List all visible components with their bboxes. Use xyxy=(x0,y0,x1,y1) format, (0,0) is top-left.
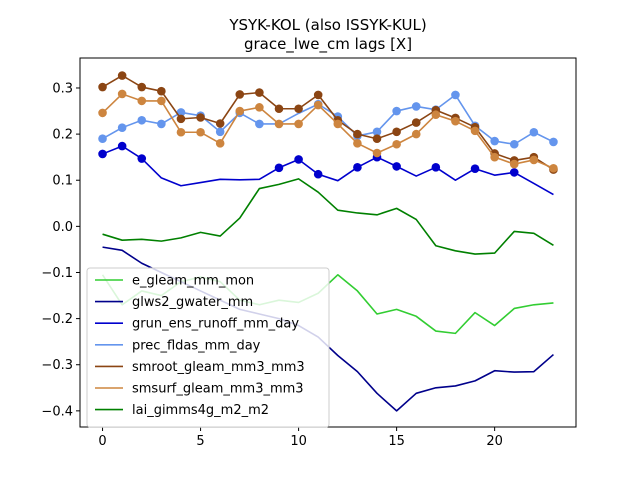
data-point-smroot_gleam_mm3_mm3-16 xyxy=(411,118,421,127)
data-point-grun_ens_runoff_mm_day-9 xyxy=(274,163,284,173)
data-point-prec_fldas_mm_day-6 xyxy=(215,127,225,137)
data-point-prec_fldas_mm_day-8 xyxy=(255,119,264,129)
y-tick-label-6: 0.2 xyxy=(52,128,73,143)
data-point-grun_ens_runoff_mm_day-21 xyxy=(509,168,519,177)
y-tick-label-5: 0.1 xyxy=(52,174,73,189)
chart-subtitle: grace_lwe_cm lags [X] xyxy=(244,35,412,54)
legend-box xyxy=(86,267,330,428)
data-point-prec_fldas_mm_day-23 xyxy=(549,137,558,147)
data-point-smsurf_gleam_mm3_mm3-3 xyxy=(157,96,166,106)
data-point-smsurf_gleam_mm3_mm3-5 xyxy=(196,127,205,137)
data-point-smsurf_gleam_mm3_mm3-23 xyxy=(549,163,558,173)
x-tick-label-10: 10 xyxy=(290,434,307,449)
data-point-smroot_gleam_mm3_mm3-13 xyxy=(353,129,362,139)
data-point-smroot_gleam_mm3_mm3-7 xyxy=(235,90,245,99)
data-point-smsurf_gleam_mm3_mm3-22 xyxy=(529,155,539,165)
data-point-prec_fldas_mm_day-2 xyxy=(137,115,147,125)
data-point-smsurf_gleam_mm3_mm3-0 xyxy=(98,108,107,118)
data-point-smsurf_gleam_mm3_mm3-21 xyxy=(509,159,519,169)
data-point-grun_ens_runoff_mm_day-15 xyxy=(392,162,401,171)
y-tick-label-4: 0.0 xyxy=(52,220,73,235)
data-point-smroot_gleam_mm3_mm3-4 xyxy=(176,114,186,124)
legend-label-prec_fldas_mm_day: prec_fldas_mm_day xyxy=(132,338,261,353)
data-point-grun_ens_runoff_mm_day-11 xyxy=(313,169,323,179)
data-point-grun_ens_runoff_mm_day-19 xyxy=(470,164,480,173)
y-tick-label-3: −0.1 xyxy=(41,266,73,281)
legend-label-smsurf_gleam_mm3_mm3: smsurf_gleam_mm3_mm3 xyxy=(132,382,304,397)
data-point-prec_fldas_mm_day-3 xyxy=(157,119,166,129)
legend: e_gleam_mm_mon glws2_gwater_mm grun_ens_ru… xyxy=(86,267,330,428)
data-point-grun_ens_runoff_mm_day-10 xyxy=(294,155,303,164)
data-point-prec_fldas_mm_day-16 xyxy=(411,102,421,111)
data-point-grun_ens_runoff_mm_day-17 xyxy=(431,163,441,172)
data-point-smsurf_gleam_mm3_mm3-15 xyxy=(392,139,401,149)
data-point-smsurf_gleam_mm3_mm3-13 xyxy=(353,139,362,148)
data-point-prec_fldas_mm_day-22 xyxy=(529,127,539,137)
y-tick-label-7: 0.3 xyxy=(52,81,73,96)
chart-title: YSYK-KOL (also ISSYK-KUL) xyxy=(228,16,426,34)
data-point-smsurf_gleam_mm3_mm3-12 xyxy=(333,119,343,129)
data-point-prec_fldas_mm_day-1 xyxy=(117,123,127,132)
series-line-lai_gimms4g_m2_m2 xyxy=(102,178,554,255)
data-point-smroot_gleam_mm3_mm3-15 xyxy=(392,127,401,137)
legend-label-lai_gimms4g_m2_m2: lai_gimms4g_m2_m2 xyxy=(132,403,269,418)
data-point-prec_fldas_mm_day-14 xyxy=(372,127,382,137)
data-point-smsurf_gleam_mm3_mm3-18 xyxy=(451,116,460,126)
legend-label-e_gleam_mm_mon: e_gleam_mm_mon xyxy=(132,274,254,289)
data-point-smsurf_gleam_mm3_mm3-17 xyxy=(431,110,441,120)
data-point-smsurf_gleam_mm3_mm3-14 xyxy=(372,148,382,158)
data-point-smsurf_gleam_mm3_mm3-1 xyxy=(117,89,127,99)
data-point-grun_ens_runoff_mm_day-1 xyxy=(117,141,127,151)
data-point-smroot_gleam_mm3_mm3-11 xyxy=(313,90,323,100)
x-tick-label-20: 20 xyxy=(486,434,503,449)
data-point-prec_fldas_mm_day-0 xyxy=(98,134,107,144)
x-tick-label-0: 0 xyxy=(98,434,106,449)
data-point-smroot_gleam_mm3_mm3-10 xyxy=(294,104,303,114)
data-point-smroot_gleam_mm3_mm3-14 xyxy=(372,134,382,144)
data-point-prec_fldas_mm_day-15 xyxy=(392,106,401,116)
data-point-smsurf_gleam_mm3_mm3-4 xyxy=(176,127,186,137)
data-point-grun_ens_runoff_mm_day-2 xyxy=(137,154,147,163)
y-tick-label-2: −0.2 xyxy=(41,312,73,327)
data-point-smroot_gleam_mm3_mm3-9 xyxy=(274,104,284,114)
data-point-grun_ens_runoff_mm_day-13 xyxy=(353,163,362,172)
data-point-smsurf_gleam_mm3_mm3-6 xyxy=(215,139,225,148)
data-point-smroot_gleam_mm3_mm3-3 xyxy=(157,86,166,96)
data-point-smroot_gleam_mm3_mm3-8 xyxy=(255,88,264,97)
data-point-smroot_gleam_mm3_mm3-1 xyxy=(117,71,127,80)
data-point-smroot_gleam_mm3_mm3-2 xyxy=(137,82,147,92)
data-point-smroot_gleam_mm3_mm3-6 xyxy=(215,119,225,128)
y-tick-label-1: −0.3 xyxy=(41,358,73,373)
x-tick-label-15: 15 xyxy=(388,434,405,449)
data-point-prec_fldas_mm_day-18 xyxy=(451,90,460,100)
data-point-smroot_gleam_mm3_mm3-5 xyxy=(196,113,205,122)
data-point-smsurf_gleam_mm3_mm3-19 xyxy=(470,126,480,136)
legend-label-smroot_gleam_mm3_mm3: smroot_gleam_mm3_mm3 xyxy=(132,360,305,375)
data-point-prec_fldas_mm_day-20 xyxy=(490,136,499,146)
data-point-prec_fldas_mm_day-21 xyxy=(509,139,519,149)
data-point-smsurf_gleam_mm3_mm3-20 xyxy=(490,152,499,162)
data-point-smroot_gleam_mm3_mm3-0 xyxy=(98,82,107,92)
series-line-smsurf_gleam_mm3_mm3 xyxy=(101,93,554,169)
data-point-smsurf_gleam_mm3_mm3-16 xyxy=(411,129,421,139)
legend-label-grun_ens_runoff_mm_day: grun_ens_runoff_mm_day xyxy=(132,317,299,332)
data-point-smsurf_gleam_mm3_mm3-10 xyxy=(294,119,303,129)
legend-label-glws2_gwater_mm: glws2_gwater_mm xyxy=(132,295,253,310)
data-point-grun_ens_runoff_mm_day-0 xyxy=(98,149,107,159)
data-point-smsurf_gleam_mm3_mm3-11 xyxy=(313,100,323,110)
data-point-smsurf_gleam_mm3_mm3-2 xyxy=(137,96,147,106)
data-point-smsurf_gleam_mm3_mm3-8 xyxy=(255,103,264,112)
data-point-smsurf_gleam_mm3_mm3-9 xyxy=(274,119,284,129)
x-tick-label-5: 5 xyxy=(196,434,204,449)
data-point-smsurf_gleam_mm3_mm3-7 xyxy=(235,106,245,116)
y-tick-label-0: −0.4 xyxy=(41,404,73,419)
